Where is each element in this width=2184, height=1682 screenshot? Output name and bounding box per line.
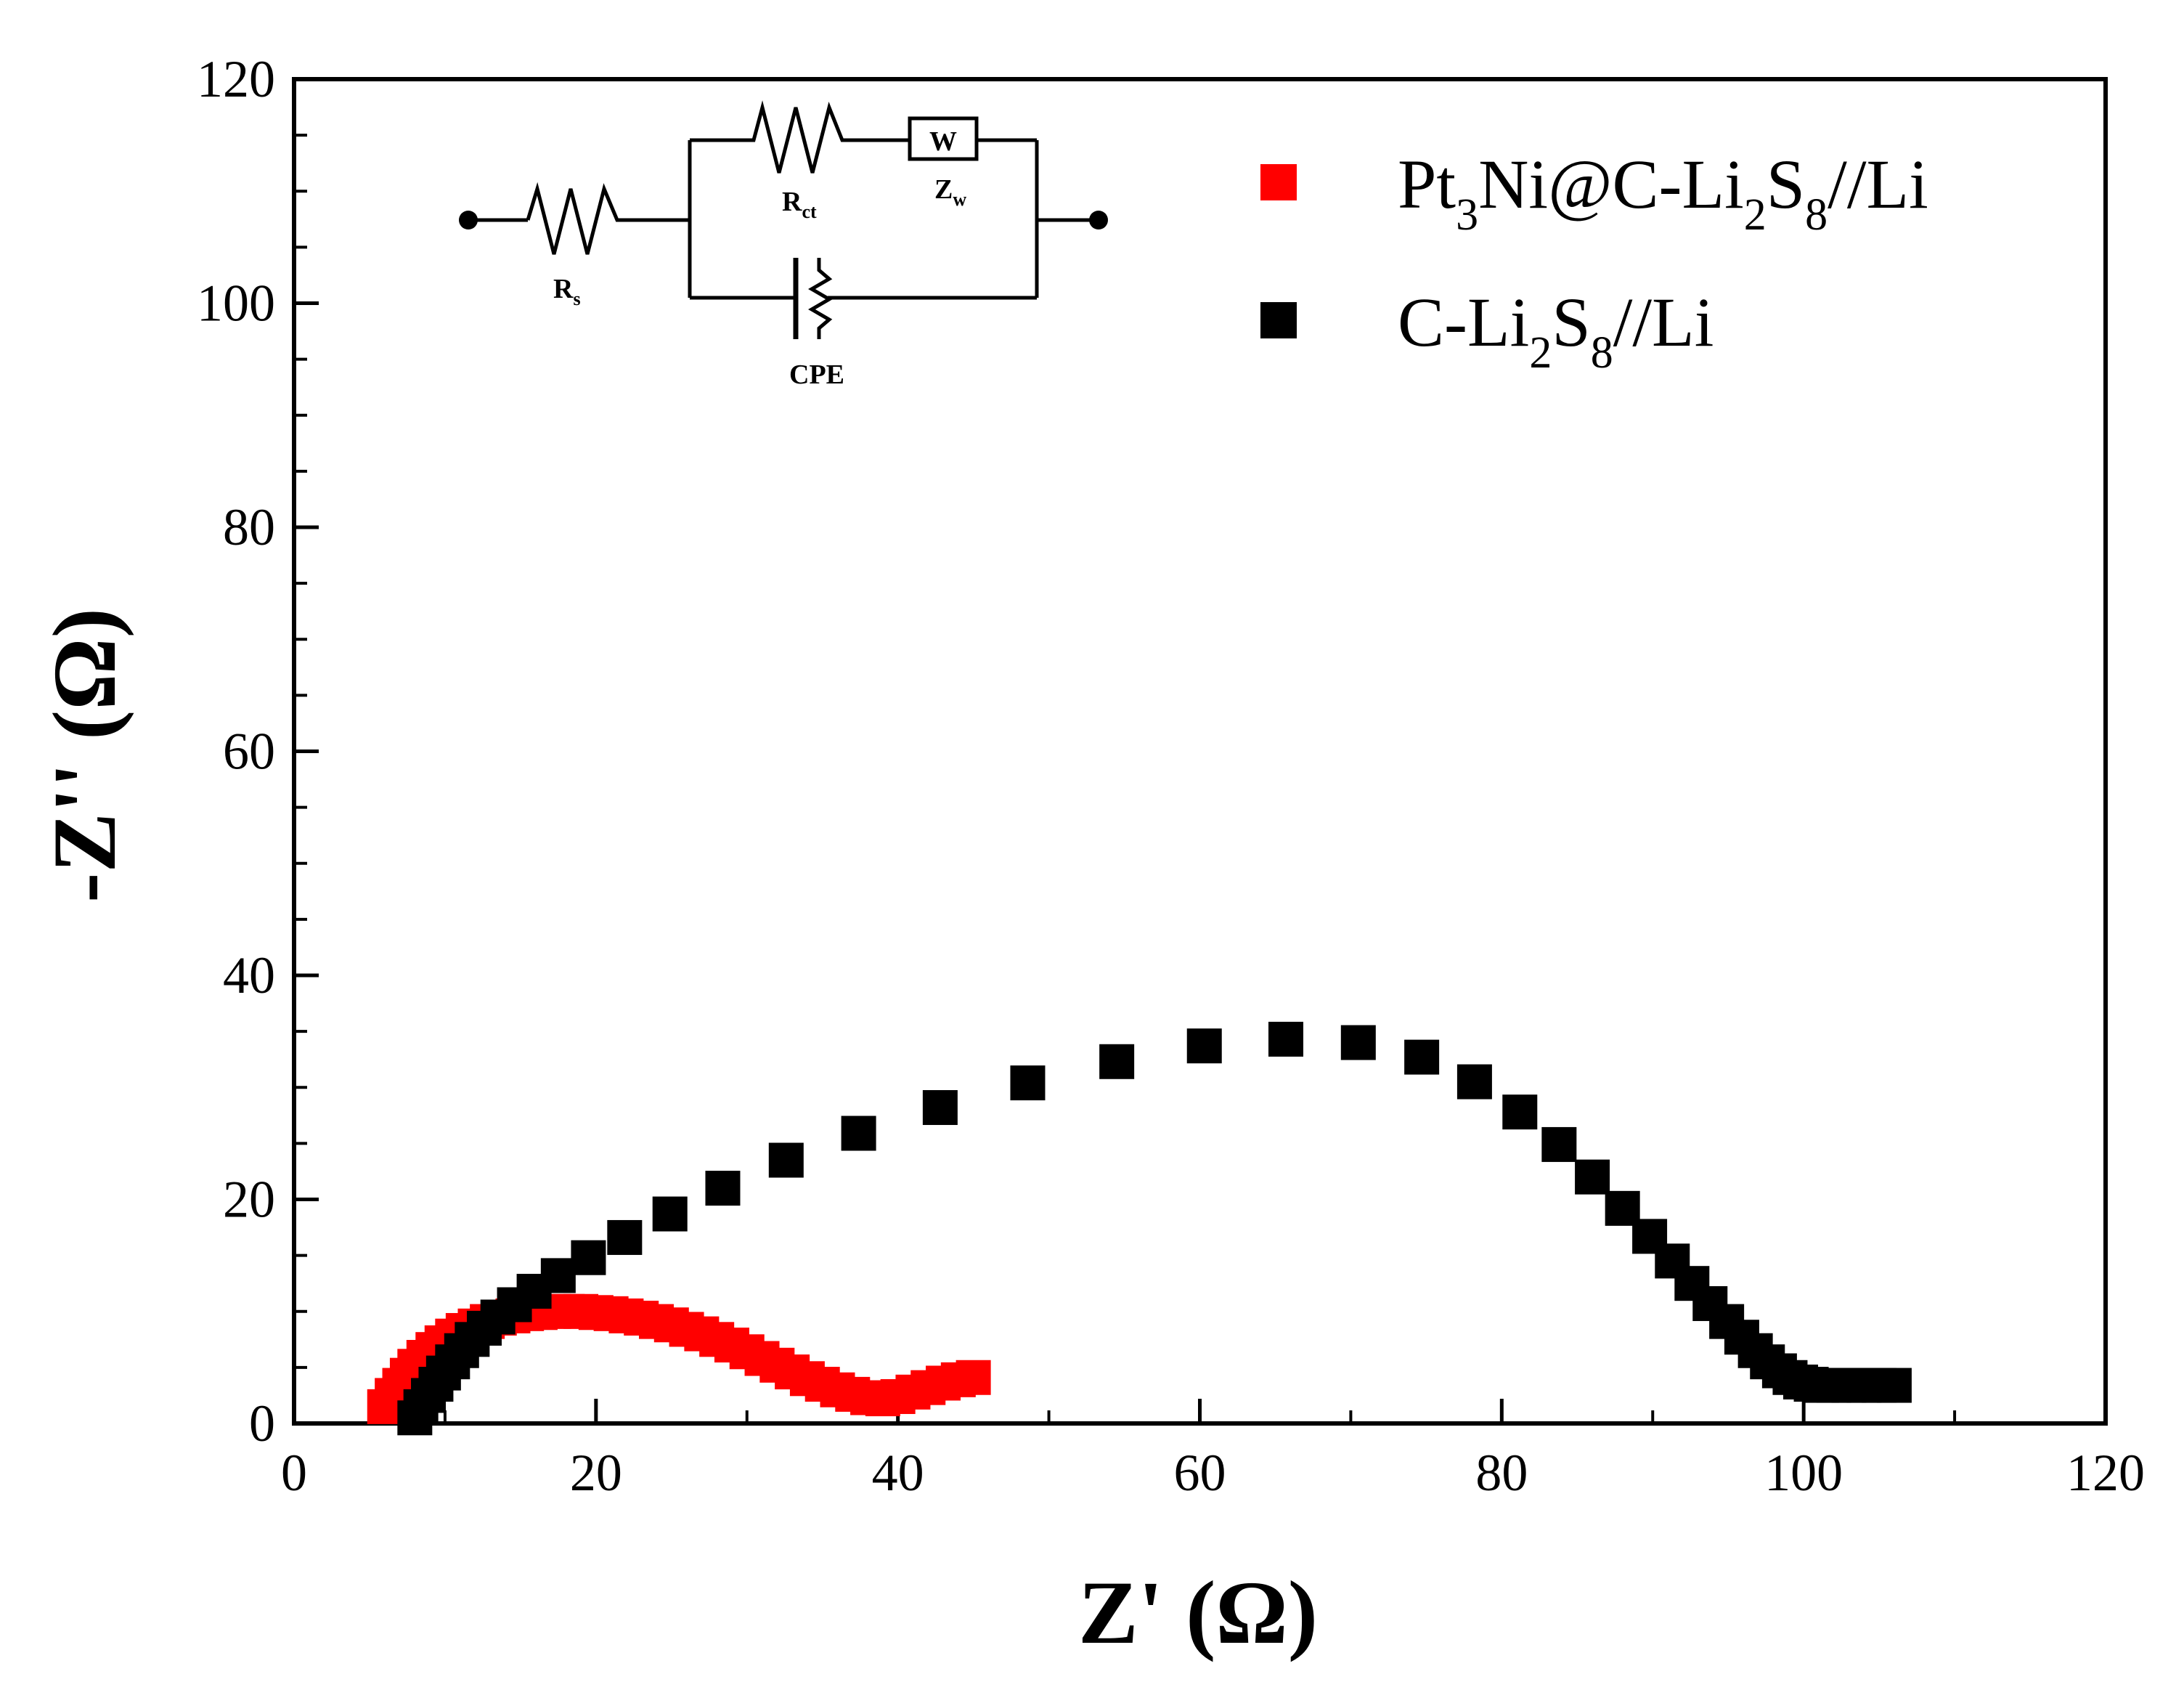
- data-point: [705, 1171, 741, 1206]
- legend-1-sub3: 8: [1805, 190, 1828, 240]
- legend-label-pt3ni: Pt3Ni@C-Li2S8//Li: [1398, 145, 1928, 240]
- legend-1-mid2: S: [1767, 145, 1805, 223]
- x-tick-label: 100: [1764, 1444, 1843, 1502]
- y-tick-label: 60: [223, 723, 275, 781]
- legend-2-base: C-Li: [1398, 283, 1529, 361]
- x-tick-label: 120: [2066, 1444, 2145, 1502]
- data-point: [1186, 1028, 1222, 1064]
- y-tick-label: 0: [249, 1394, 275, 1453]
- series-c-li2s8: [397, 1021, 1912, 1436]
- cpe-plate-2-icon: [808, 258, 833, 339]
- label-zw-base: Z: [934, 174, 953, 205]
- data-point: [768, 1142, 804, 1178]
- x-tick-label: 80: [1475, 1444, 1528, 1502]
- x-tick-label: 0: [281, 1444, 307, 1502]
- data-point: [1099, 1044, 1135, 1079]
- x-tick-label: 20: [570, 1444, 622, 1502]
- data-point: [652, 1196, 688, 1232]
- y-tick-label: 80: [223, 498, 275, 556]
- legend-1-base: Pt: [1398, 145, 1456, 223]
- legend-label-c-li2s8: C-Li2S8//Li: [1398, 283, 1714, 378]
- data-point: [607, 1219, 643, 1255]
- legend-marker-red: [1260, 164, 1297, 200]
- data-point: [1404, 1039, 1440, 1075]
- data-point: [1575, 1159, 1610, 1195]
- label-rct: Rct: [782, 187, 817, 222]
- legend-1-end: //Li: [1828, 145, 1928, 223]
- y-tick-label: 120: [197, 50, 275, 108]
- legend-2-sub2: 8: [1591, 328, 1613, 378]
- label-rct-sub: ct: [802, 201, 817, 222]
- y-tick-label: 100: [197, 275, 275, 333]
- x-tick-label: 60: [1174, 1444, 1226, 1502]
- legend-1-sub1: 3: [1456, 190, 1478, 240]
- label-zw: Zw: [934, 174, 966, 210]
- y-tick-label: 20: [223, 1171, 275, 1229]
- legend-2-end: //Li: [1613, 283, 1714, 361]
- resistor-rs-icon: [526, 182, 690, 255]
- legend: Pt3Ni@C-Li2S8//Li C-Li2S8//Li: [1260, 145, 1928, 378]
- label-rs-sub: s: [573, 288, 580, 309]
- data-point: [922, 1090, 958, 1126]
- x-tick-label: 40: [872, 1444, 924, 1502]
- x-axis-ticks: 0 20 40 60 80 100 120: [281, 1399, 2145, 1502]
- y-axis-ticks: 0 20 40 60 80 100 120: [197, 50, 319, 1453]
- data-point: [1502, 1094, 1538, 1130]
- data-point: [1268, 1021, 1304, 1057]
- data-point: [571, 1240, 606, 1275]
- legend-2-sub1: 2: [1529, 328, 1552, 378]
- label-cpe: CPE: [789, 359, 844, 390]
- data-point: [1876, 1368, 1912, 1403]
- x-axis-title: Z' (Ω): [1078, 1563, 1318, 1662]
- data-point: [1456, 1064, 1492, 1100]
- label-w: W: [929, 126, 957, 157]
- data-point: [540, 1258, 576, 1293]
- y-tick-label: 40: [223, 946, 275, 1004]
- legend-1-mid: Ni@C-Li: [1478, 145, 1744, 223]
- legend-1-sub2: 2: [1744, 190, 1767, 240]
- y-axis-title: -Z'' (Ω): [35, 608, 134, 903]
- data-point: [1541, 1126, 1577, 1162]
- label-zw-sub: w: [953, 189, 966, 210]
- data-point: [1010, 1065, 1046, 1101]
- resistor-rct-icon: [690, 100, 910, 174]
- data-point: [956, 1360, 991, 1395]
- data-point: [1340, 1025, 1376, 1060]
- legend-marker-black: [1260, 302, 1297, 338]
- data-point: [841, 1116, 876, 1151]
- label-rs-base: R: [553, 274, 574, 304]
- legend-2-mid: S: [1552, 283, 1590, 361]
- series-layer: [367, 1021, 1912, 1436]
- label-rs: Rs: [553, 274, 581, 309]
- label-rct-base: R: [782, 187, 802, 217]
- equivalent-circuit-inset: Rs Rct W Zw CPE: [459, 100, 1108, 390]
